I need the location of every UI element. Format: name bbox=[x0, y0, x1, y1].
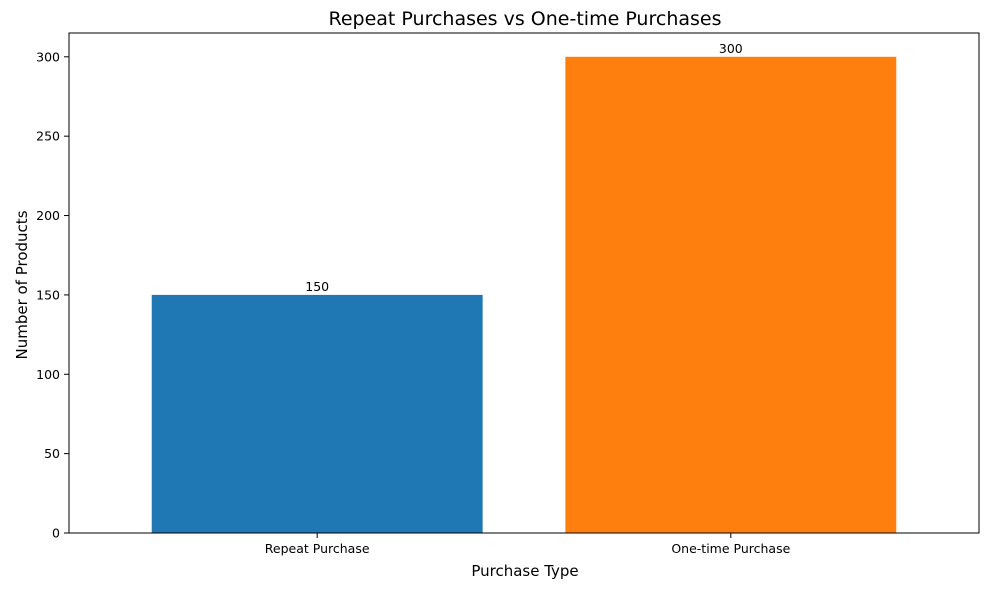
bar-value-label-0: 150 bbox=[305, 279, 329, 294]
y-axis-label: Number of Products bbox=[13, 210, 31, 359]
y-tick-label-0: 0 bbox=[52, 526, 60, 541]
y-tick-label-2: 100 bbox=[36, 367, 60, 382]
y-tick-label-1: 50 bbox=[44, 446, 60, 461]
x-tick-label-1: One-time Purchase bbox=[671, 541, 790, 556]
y-tick-label-4: 200 bbox=[36, 208, 60, 223]
y-tick-label-5: 250 bbox=[36, 129, 60, 144]
x-axis-label: Purchase Type bbox=[471, 562, 578, 580]
plot-area: 150 Repeat Purchase 300 One-time Purchase 0 5… bbox=[36, 32, 980, 556]
bar-value-label-1: 300 bbox=[719, 41, 743, 56]
bar-0 bbox=[151, 294, 483, 533]
chart-title: Repeat Purchases vs One-time Purchases bbox=[328, 8, 721, 30]
y-tick-label-3: 150 bbox=[36, 287, 60, 302]
bar-1 bbox=[565, 56, 897, 534]
axes-frame bbox=[68, 32, 980, 534]
x-tick-label-0: Repeat Purchase bbox=[265, 541, 370, 556]
y-tick-label-6: 300 bbox=[36, 49, 60, 64]
